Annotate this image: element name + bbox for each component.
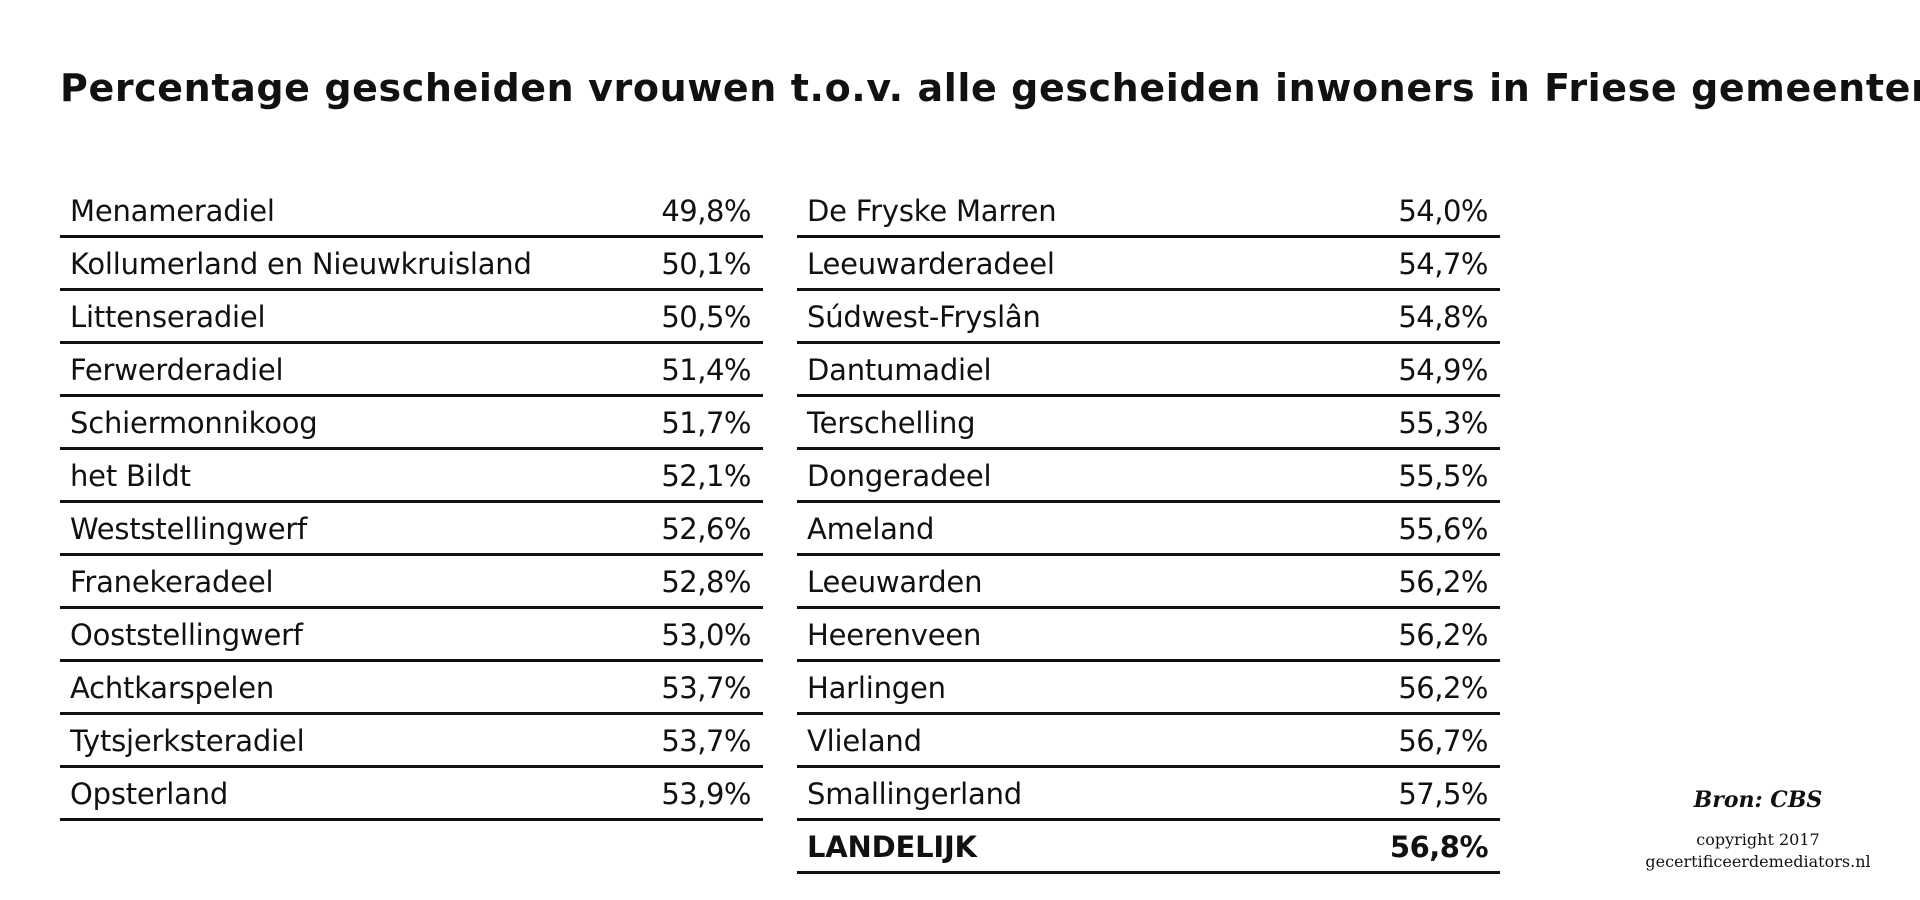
municipality-name: Súdwest-Fryslân [807, 300, 1041, 334]
table-row: Leeuwarderadeel 54,7% [797, 238, 1500, 291]
copyright-text: copyright 2017 [1696, 830, 1820, 849]
table-row: Terschelling 55,3% [797, 397, 1500, 450]
municipality-name: Franekeradeel [70, 565, 274, 599]
percentage-value: 55,6% [1398, 512, 1488, 546]
table-column-left: Menameradiel 49,8% Kollumerland en Nieuwkr… [60, 185, 763, 821]
municipality-name: Dantumadiel [807, 353, 992, 387]
percentage-value: 56,2% [1398, 618, 1488, 652]
percentage-value: 53,0% [661, 618, 751, 652]
table-row: Achtkarspelen 53,7% [60, 662, 763, 715]
table-row: Heerenveen 56,2% [797, 609, 1500, 662]
percentage-value: 54,0% [1398, 194, 1488, 228]
table-row: Harlingen 56,2% [797, 662, 1500, 715]
percentage-value: 56,2% [1398, 671, 1488, 705]
municipality-name: Ameland [807, 512, 935, 546]
municipality-name: Smallingerland [807, 777, 1022, 811]
total-row: LANDELIJK 56,8% [797, 821, 1500, 874]
municipality-name: Harlingen [807, 671, 946, 705]
website-text: gecertificeerdemediators.nl [1645, 852, 1871, 871]
municipality-name: Leeuwarden [807, 565, 983, 599]
table-row: Franekeradeel 52,8% [60, 556, 763, 609]
percentage-value: 53,9% [661, 777, 751, 811]
percentage-value: 54,8% [1398, 300, 1488, 334]
percentage-value: 57,5% [1398, 777, 1488, 811]
percentage-value: 56,2% [1398, 565, 1488, 599]
municipality-name: Heerenveen [807, 618, 982, 652]
table-row: Smallingerland 57,5% [797, 768, 1500, 821]
municipality-name: LANDELIJK [807, 830, 977, 864]
table-row: Tytsjerksteradiel 53,7% [60, 715, 763, 768]
table-row: Súdwest-Fryslân 54,8% [797, 291, 1500, 344]
percentage-value: 50,1% [661, 247, 751, 281]
municipality-name: Ooststellingwerf [70, 618, 303, 652]
percentage-value: 50,5% [661, 300, 751, 334]
percentage-value: 53,7% [661, 724, 751, 758]
municipality-name: Tytsjerksteradiel [70, 724, 305, 758]
percentage-value: 56,8% [1389, 830, 1489, 864]
table-row: Vlieland 56,7% [797, 715, 1500, 768]
municipality-name: Achtkarspelen [70, 671, 275, 705]
percentage-value: 55,3% [1398, 406, 1488, 440]
percentage-value: 54,7% [1398, 247, 1488, 281]
municipality-name: Littenseradiel [70, 300, 266, 334]
municipality-name: Weststellingwerf [70, 512, 308, 546]
percentage-value: 52,8% [661, 565, 751, 599]
municipality-name: Leeuwarderadeel [807, 247, 1055, 281]
table-row: Weststellingwerf 52,6% [60, 503, 763, 556]
table-row: het Bildt 52,1% [60, 450, 763, 503]
percentage-value: 53,7% [661, 671, 751, 705]
municipality-name: Vlieland [807, 724, 922, 758]
table-row: Schiermonnikoog 51,7% [60, 397, 763, 450]
percentage-value: 54,9% [1398, 353, 1488, 387]
percentage-value: 56,7% [1398, 724, 1488, 758]
table-row: Leeuwarden 56,2% [797, 556, 1500, 609]
municipality-name: Dongeradeel [807, 459, 992, 493]
table-row: Ooststellingwerf 53,0% [60, 609, 763, 662]
municipality-name: Schiermonnikoog [70, 406, 318, 440]
table-column-right: De Fryske Marren 54,0% Leeuwarderadeel 54,7… [797, 185, 1500, 874]
percentage-value: 55,5% [1398, 459, 1488, 493]
municipality-name: Opsterland [70, 777, 229, 811]
table-row: De Fryske Marren 54,0% [797, 185, 1500, 238]
table-row: Ferwerderadiel 51,4% [60, 344, 763, 397]
municipality-name: Terschelling [807, 406, 976, 440]
table-row: Menameradiel 49,8% [60, 185, 763, 238]
percentage-value: 51,4% [661, 353, 751, 387]
table-row: Kollumerland en Nieuwkruisland 50,1% [60, 238, 763, 291]
table-row: Dongeradeel 55,5% [797, 450, 1500, 503]
source-label: Bron: CBS [1693, 787, 1823, 813]
percentage-value: 51,7% [661, 406, 751, 440]
percentage-value: 52,1% [661, 459, 751, 493]
table-row: Ameland 55,6% [797, 503, 1500, 556]
table-row: Littenseradiel 50,5% [60, 291, 763, 344]
chart-title: Percentage gescheiden vrouwen t.o.v. all… [60, 66, 1920, 110]
municipality-name: het Bildt [70, 459, 191, 493]
municipality-name: Menameradiel [70, 194, 275, 228]
percentage-value: 49,8% [661, 194, 751, 228]
table-row: Opsterland 53,9% [60, 768, 763, 821]
municipality-name: Ferwerderadiel [70, 353, 284, 387]
municipality-name: De Fryske Marren [807, 194, 1057, 228]
percentage-value: 52,6% [661, 512, 751, 546]
municipality-name: Kollumerland en Nieuwkruisland [70, 247, 532, 281]
table-row: Dantumadiel 54,9% [797, 344, 1500, 397]
